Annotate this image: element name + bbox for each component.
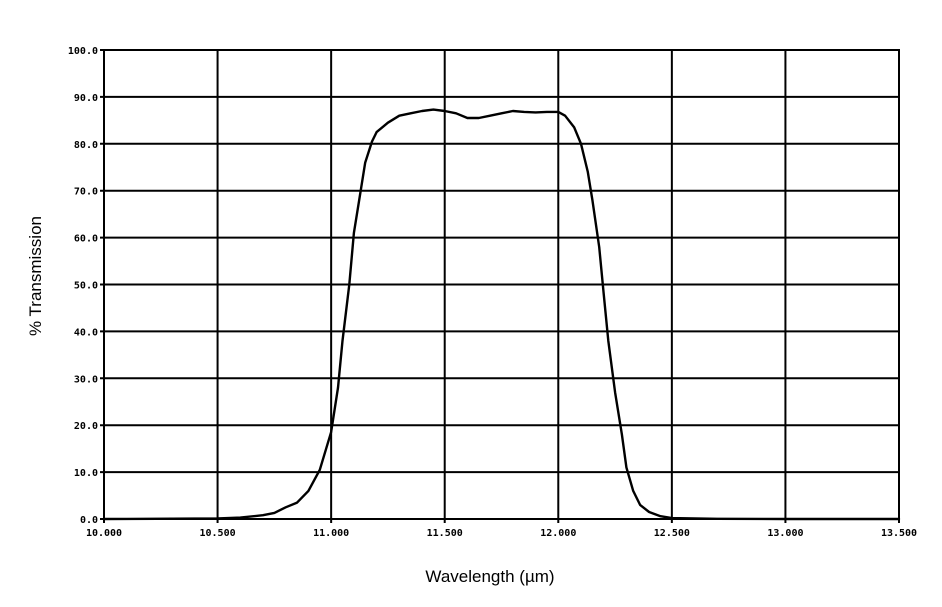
y-tick-label: 10.0 bbox=[74, 468, 98, 479]
y-tick-label: 90.0 bbox=[74, 93, 98, 104]
x-tick-label: 13.000 bbox=[767, 528, 803, 539]
y-tick-label: 60.0 bbox=[74, 234, 98, 245]
y-tick-label: 40.0 bbox=[74, 327, 98, 338]
x-tick-label: 10.500 bbox=[200, 528, 236, 539]
x-tick-label: 12.500 bbox=[654, 528, 690, 539]
x-tick-label: 12.000 bbox=[540, 528, 576, 539]
y-axis-title: % Transmission bbox=[26, 216, 45, 336]
x-tick-label: 11.000 bbox=[313, 528, 349, 539]
x-tick-label: 10.000 bbox=[86, 528, 122, 539]
grid bbox=[100, 49, 900, 523]
x-tick-labels: 10.000 10.500 11.000 11.500 12.000 12.500 13.0… bbox=[86, 528, 917, 539]
x-tick-label: 13.500 bbox=[881, 528, 917, 539]
y-tick-label: 80.0 bbox=[74, 140, 98, 151]
series-layer bbox=[102, 108, 901, 521]
y-tick-label: 30.0 bbox=[74, 374, 98, 385]
y-tick-label: 20.0 bbox=[74, 421, 98, 432]
plot-frame bbox=[103, 49, 900, 520]
y-tick-labels: 0.0 10.0 20.0 30.0 40.0 50.0 60.0 70.0 80.0 90.0 1… bbox=[68, 46, 98, 526]
transmission-series-line bbox=[102, 108, 901, 521]
x-tick-label: 11.500 bbox=[427, 528, 463, 539]
y-tick-label: 70.0 bbox=[74, 187, 98, 198]
x-axis-title: Wavelength (µm) bbox=[425, 567, 554, 586]
y-tick-label: 0.0 bbox=[80, 515, 98, 526]
y-tick-label: 50.0 bbox=[74, 281, 98, 292]
y-tick-label: 100.0 bbox=[68, 46, 98, 57]
